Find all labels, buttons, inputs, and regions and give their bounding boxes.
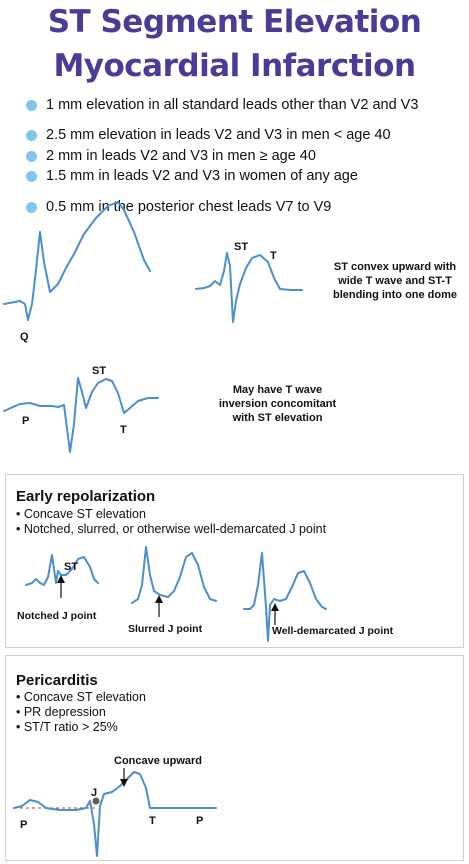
ecg-tracing-convex-st bbox=[196, 253, 302, 322]
q-label: Q bbox=[20, 331, 29, 343]
early-repolarization-panel: Early repolarization • Concave ST elevat… bbox=[5, 474, 464, 648]
note-line: blending into one dome bbox=[322, 288, 468, 302]
t-label: T bbox=[270, 250, 277, 262]
slurred-j-label: Slurred J point bbox=[128, 623, 202, 635]
st-label: ST bbox=[234, 241, 248, 253]
concave-upward-label: Concave upward bbox=[114, 755, 202, 767]
note-line: May have T wave bbox=[205, 383, 350, 397]
pericarditis-tracing-area: Concave upward J P T P bbox=[6, 656, 463, 860]
ecg-tracing-q-wave bbox=[4, 202, 150, 320]
st-label: ST bbox=[92, 365, 106, 377]
slurred-j-tracing bbox=[132, 547, 216, 603]
st-label: ST bbox=[64, 561, 78, 573]
note-line: inversion concomitant bbox=[205, 397, 350, 411]
t-label: T bbox=[120, 424, 127, 436]
arrow-head-icon bbox=[57, 575, 65, 583]
p-label: P bbox=[20, 819, 27, 831]
note-line: ST convex upward with bbox=[322, 260, 468, 274]
arrow-head-icon bbox=[271, 603, 279, 611]
t-label: T bbox=[149, 815, 156, 827]
convex-st-note: ST convex upward with wide T wave and ST… bbox=[322, 260, 468, 302]
p-label-2: P bbox=[196, 815, 203, 827]
t-inversion-note: May have T wave inversion concomitant wi… bbox=[205, 383, 350, 425]
notched-j-label: Notched J point bbox=[17, 610, 96, 622]
note-line: with ST elevation bbox=[205, 411, 350, 425]
well-demarcated-j-label: Well-demarcated J point bbox=[272, 625, 393, 637]
pericarditis-panel: Pericarditis • Concave ST elevation • PR… bbox=[5, 655, 464, 861]
pericarditis-tracing bbox=[14, 772, 216, 856]
j-label: J bbox=[91, 787, 97, 799]
note-line: wide T wave and ST-T bbox=[322, 274, 468, 288]
p-label: P bbox=[22, 415, 29, 427]
